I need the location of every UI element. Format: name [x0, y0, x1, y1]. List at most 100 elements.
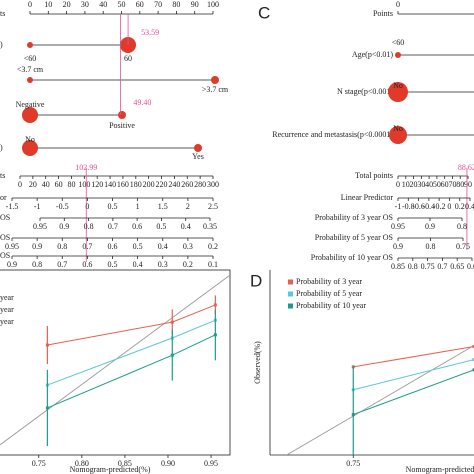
reference-diagonal: [286, 345, 474, 455]
level-label: Yes: [192, 152, 204, 161]
tick-label: 0.4: [181, 222, 191, 231]
plot-frame: [0, 269, 231, 456]
tick-label: 0.7: [57, 260, 67, 269]
row-label: OS: [0, 233, 10, 242]
tick-label: 80: [456, 180, 464, 189]
tick-label: 0: [28, 0, 32, 9]
marker-label: 102.99: [75, 163, 97, 172]
marker-label: 49.40: [133, 98, 151, 107]
row-label: Probability of 5 year OS: [315, 233, 393, 242]
tick-label: 0.9: [32, 242, 42, 251]
level-label: No: [393, 124, 403, 133]
tick-label: 0.7: [108, 222, 118, 231]
tick-label: 80: [67, 180, 75, 189]
point-marker: [213, 303, 217, 307]
level-label: 60: [124, 54, 132, 63]
x-tick-label: 0.90: [161, 459, 175, 468]
tick-label: 60: [55, 180, 63, 189]
x-tick-label: 0.75: [346, 459, 360, 468]
tick-label: 60: [441, 180, 449, 189]
tick-label: 50: [433, 180, 441, 189]
tick-label: 40: [425, 180, 433, 189]
level-label: Positive: [109, 121, 135, 130]
tick-label: -1.5: [6, 202, 19, 211]
x-tick-label: 0.95: [204, 459, 218, 468]
tick-label: 0.9: [425, 222, 435, 231]
tick-label: 2: [186, 202, 190, 211]
marker-label: 88.62: [458, 163, 474, 172]
tick-label: 0: [396, 180, 400, 189]
level-dot: [395, 52, 401, 58]
row-label: ts: [0, 9, 5, 18]
tick-label: 0.8: [32, 260, 42, 269]
row-label: OS: [0, 251, 10, 260]
legend-label: Probability of 5 year: [296, 289, 362, 298]
tick-label: 1: [136, 202, 140, 211]
x-tick-label: 0.75: [32, 459, 46, 468]
tick-label: 0.8: [408, 262, 418, 271]
row-label: Points: [373, 9, 393, 18]
row-label: N stage(p<0.001): [337, 87, 393, 96]
point-marker: [213, 333, 217, 337]
level-dot: [27, 42, 33, 48]
tick-label: 0: [85, 202, 89, 211]
level-dot: [389, 126, 407, 144]
tick-label: -0.5: [56, 202, 69, 211]
legend-swatch: [288, 279, 293, 285]
row-label: Probability of 3 year OS: [315, 213, 393, 222]
level-dot: [22, 107, 38, 123]
tick-label: 0.8: [57, 242, 67, 251]
point-marker: [351, 413, 355, 417]
tick-label: 0: [396, 0, 400, 9]
point-marker: [472, 344, 474, 348]
tick-label: 40: [42, 180, 50, 189]
row-label: or: [0, 193, 7, 202]
level-label: <60: [392, 38, 405, 47]
tick-label: 0.2: [455, 202, 465, 211]
tick-label: 0.8: [84, 222, 94, 231]
level-label: <60: [24, 54, 37, 63]
row-label: ts: [0, 171, 5, 180]
tick-label: 100: [78, 180, 90, 189]
plot-area: [286, 344, 474, 455]
point-marker: [45, 343, 49, 347]
row-label: ): [0, 143, 3, 152]
tick-label: -1: [34, 202, 41, 211]
tick-label: 20: [63, 0, 71, 9]
tick-label: 0.7: [82, 242, 92, 251]
tick-label: 0.3: [158, 260, 168, 269]
tick-label: 0.5: [108, 202, 118, 211]
tick-label: 0.35: [203, 222, 217, 231]
tick-label: 0.65: [450, 262, 464, 271]
tick-label: 140: [104, 180, 116, 189]
tick-label: 0.2: [183, 260, 193, 269]
panel-label: D: [250, 271, 262, 290]
row-label: OS: [0, 213, 10, 222]
tick-label: 0.6: [467, 262, 474, 271]
tick-label: 20: [29, 180, 37, 189]
tick-label: 0.9: [393, 242, 403, 251]
tick-label: 0: [447, 202, 451, 211]
tick-label: 30: [81, 0, 89, 9]
tick-label: 160: [117, 180, 129, 189]
level-label: No: [25, 135, 35, 144]
tick-label: 240: [168, 180, 180, 189]
tick-label: 0.6: [82, 260, 92, 269]
tick-label: 90: [464, 180, 472, 189]
tick-label: 80: [172, 0, 180, 9]
level-label: No: [393, 81, 403, 90]
row-label: Probability of 10 year OS: [311, 253, 393, 262]
series-line: [353, 345, 474, 368]
point-marker: [472, 368, 474, 372]
tick-label: 120: [91, 180, 103, 189]
tick-label: 0.7: [437, 262, 447, 271]
legend-label: year: [0, 293, 14, 302]
legend-label: Probability of 3 year: [296, 277, 362, 286]
tick-label: 70: [154, 0, 162, 9]
legend-label: year: [0, 305, 14, 314]
tick-label: 0.8: [426, 242, 436, 251]
tick-label: 280: [194, 180, 206, 189]
tick-label: 180: [130, 180, 142, 189]
tick-label: 70: [448, 180, 456, 189]
